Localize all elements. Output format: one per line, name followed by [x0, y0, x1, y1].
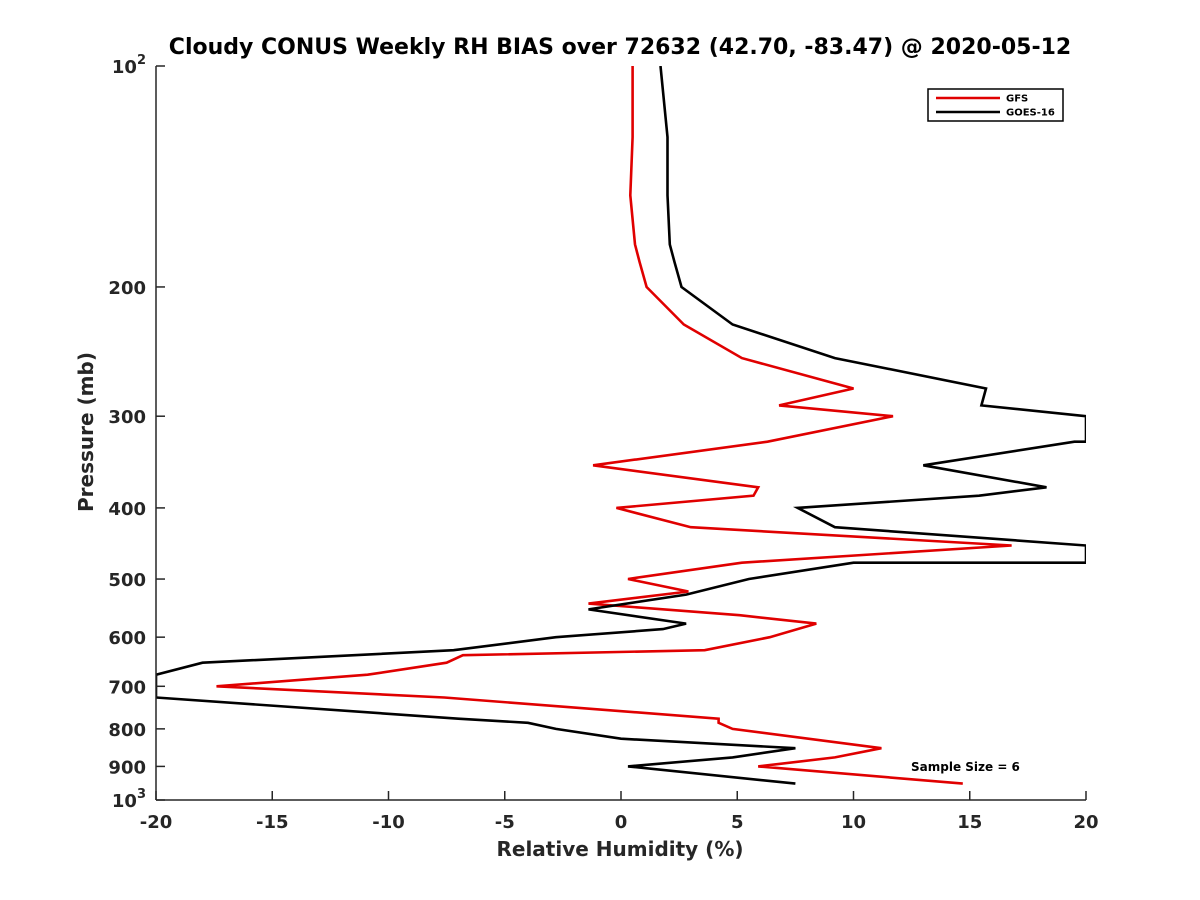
- x-tick-label: 15: [957, 812, 982, 833]
- y-axis-label: Pressure (mb): [74, 352, 98, 512]
- legend-box: [927, 88, 1064, 122]
- legend-label: GFS: [1006, 94, 1028, 105]
- x-tick-label: 0: [615, 812, 628, 833]
- y-tick-label: 900: [108, 757, 146, 778]
- x-tick-label: -5: [495, 812, 515, 833]
- x-tick-label: 5: [731, 812, 744, 833]
- series-line-gfs: [216, 66, 1012, 785]
- y-tick-label: 700: [108, 677, 146, 698]
- legend-label: GOES-16: [1006, 108, 1055, 119]
- x-tick-label: -10: [372, 812, 405, 833]
- y-tick-exponent: 2: [137, 53, 146, 68]
- legend: GFS GOES-16: [927, 88, 1064, 122]
- y-tick-label: 200: [108, 278, 146, 299]
- y-tick-label: 800: [108, 720, 146, 741]
- series-line-goes-16: [156, 66, 1086, 785]
- y-tick-label: 400: [108, 499, 146, 520]
- chart-title: Cloudy CONUS Weekly RH BIAS over 72632 (…: [169, 35, 1071, 60]
- y-tick-label: 300: [108, 407, 146, 428]
- sample-size-annotation: Sample Size = 6: [911, 760, 1020, 774]
- y-tick-label: 500: [108, 570, 146, 591]
- x-tick-label: -15: [256, 812, 289, 833]
- y-tick-exponent: 3: [137, 787, 146, 802]
- x-axis-label: Relative Humidity (%): [496, 837, 743, 861]
- x-tick-label: -20: [140, 812, 173, 833]
- x-tick-label: 10: [841, 812, 866, 833]
- x-tick-label: 20: [1073, 812, 1098, 833]
- y-tick-label: 600: [108, 628, 146, 649]
